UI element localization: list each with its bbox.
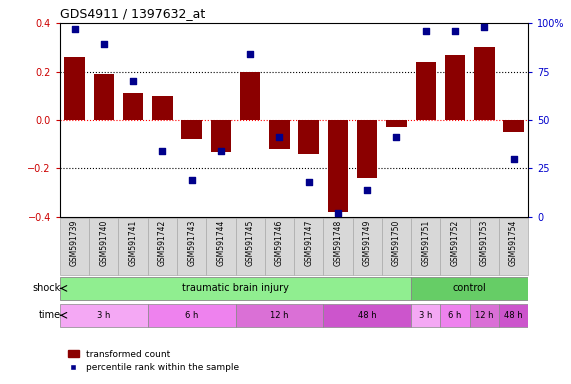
Text: time: time (38, 310, 61, 320)
Bar (323, 303, 411, 327)
Text: 3 h: 3 h (97, 311, 111, 320)
Bar (94, 74, 114, 120)
Bar (382, 218, 411, 275)
Point (392, 134, 401, 141)
Point (99, 41, 108, 48)
Bar (152, 96, 172, 120)
Bar (445, 55, 465, 120)
Point (304, 179, 313, 185)
Point (509, 156, 518, 162)
Bar (265, 218, 294, 275)
Point (451, 28, 460, 34)
Text: GSM591743: GSM591743 (187, 219, 196, 266)
Bar (357, 120, 377, 178)
Point (70, 26, 79, 32)
Text: 6 h: 6 h (448, 311, 462, 320)
Bar (60, 218, 89, 275)
Text: 48 h: 48 h (504, 311, 523, 320)
Text: GSM591752: GSM591752 (451, 219, 460, 266)
Text: traumatic brain injury: traumatic brain injury (182, 283, 289, 293)
Bar (206, 218, 236, 275)
Bar (65, 57, 85, 120)
Text: GSM591744: GSM591744 (216, 219, 226, 266)
Bar (499, 218, 528, 275)
Text: GSM591753: GSM591753 (480, 219, 489, 266)
Bar (177, 218, 206, 275)
Point (246, 51, 255, 57)
Text: GSM591748: GSM591748 (333, 219, 343, 266)
Bar (411, 218, 440, 275)
Bar (499, 303, 528, 327)
Bar (323, 218, 353, 275)
Bar (89, 218, 119, 275)
Text: 12 h: 12 h (270, 311, 289, 320)
Bar (119, 218, 148, 275)
Text: 12 h: 12 h (475, 311, 493, 320)
Bar (411, 303, 440, 327)
Bar (182, 120, 202, 139)
Bar (440, 218, 470, 275)
Text: control: control (453, 283, 486, 293)
Point (275, 134, 284, 141)
Text: GSM591746: GSM591746 (275, 219, 284, 266)
Text: GSM591747: GSM591747 (304, 219, 313, 266)
Bar (294, 218, 323, 275)
Text: GSM591741: GSM591741 (128, 219, 138, 266)
Bar (328, 120, 348, 212)
Text: GSM591745: GSM591745 (246, 219, 255, 266)
Bar (148, 218, 177, 275)
Bar (299, 120, 319, 154)
Text: GSM591739: GSM591739 (70, 219, 79, 266)
Text: GSM591754: GSM591754 (509, 219, 518, 266)
Point (158, 148, 167, 154)
Text: shock: shock (33, 283, 61, 293)
Point (333, 210, 343, 216)
Bar (411, 276, 528, 300)
Bar (474, 47, 494, 120)
Point (480, 24, 489, 30)
Point (128, 78, 138, 84)
Text: GSM591751: GSM591751 (421, 219, 431, 266)
Text: GSM591740: GSM591740 (99, 219, 108, 266)
Bar (386, 120, 407, 127)
Text: GDS4911 / 1397632_at: GDS4911 / 1397632_at (60, 7, 205, 20)
Bar (236, 218, 265, 275)
Text: GSM591750: GSM591750 (392, 219, 401, 266)
Text: 48 h: 48 h (358, 311, 376, 320)
Bar (269, 120, 289, 149)
Bar (211, 120, 231, 152)
Bar (416, 62, 436, 120)
Point (363, 187, 372, 193)
Bar (470, 218, 499, 275)
Bar (236, 303, 323, 327)
Bar (440, 303, 470, 327)
Bar (60, 303, 148, 327)
Bar (503, 120, 524, 132)
Text: GSM591742: GSM591742 (158, 219, 167, 266)
Bar (123, 93, 143, 120)
Text: 6 h: 6 h (185, 311, 198, 320)
Bar (470, 303, 499, 327)
Bar (240, 71, 260, 120)
Bar (60, 276, 411, 300)
Bar (148, 303, 236, 327)
Text: GSM591749: GSM591749 (363, 219, 372, 266)
Text: 3 h: 3 h (419, 311, 432, 320)
Point (216, 148, 226, 154)
Point (421, 28, 431, 34)
Bar (353, 218, 382, 275)
Legend: transformed count, percentile rank within the sample: transformed count, percentile rank withi… (65, 346, 243, 376)
Point (187, 177, 196, 183)
